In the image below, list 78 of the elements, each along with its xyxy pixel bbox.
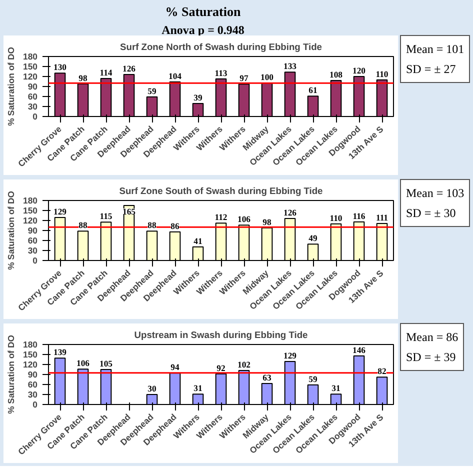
data-label: 100 bbox=[260, 72, 274, 82]
data-label: 106 bbox=[76, 358, 90, 368]
data-label: 94 bbox=[170, 362, 180, 372]
y-tick-label: 60 bbox=[28, 236, 38, 246]
data-label: 86 bbox=[170, 220, 180, 231]
y-tick-label: 180 bbox=[23, 196, 38, 206]
data-label: 31 bbox=[332, 383, 340, 394]
data-label: 129 bbox=[284, 350, 298, 360]
chart-title: Surf Zone North of Swash during Ebbing Tide bbox=[120, 42, 322, 52]
data-label: 49 bbox=[308, 233, 318, 244]
data-label: 110 bbox=[376, 68, 388, 79]
data-label: 31 bbox=[194, 383, 202, 394]
data-label: 88 bbox=[78, 220, 88, 230]
chart-title: Upstream in Swash during Ebbing Tide bbox=[134, 330, 308, 340]
data-label: 92 bbox=[216, 362, 226, 373]
data-label: 61 bbox=[308, 85, 318, 96]
data-label: 82 bbox=[378, 366, 386, 376]
data-label: 106 bbox=[238, 214, 252, 224]
text: SD = ± 27 bbox=[406, 62, 456, 76]
data-label: 110 bbox=[330, 212, 342, 223]
data-label: 126 bbox=[284, 208, 298, 218]
data-label: 165 bbox=[122, 206, 136, 216]
y-tick-label: 60 bbox=[28, 92, 38, 102]
y-axis-title: % Saturation of DO bbox=[6, 334, 16, 414]
data-label: 59 bbox=[148, 86, 157, 96]
data-label: 105 bbox=[100, 358, 114, 368]
y-tick-label: 30 bbox=[28, 390, 38, 400]
data-label: 108 bbox=[330, 70, 344, 80]
data-label: 98 bbox=[78, 72, 88, 83]
data-label: 98 bbox=[262, 216, 272, 227]
data-label: 114 bbox=[100, 68, 113, 78]
data-label: 126 bbox=[122, 64, 136, 74]
data-label: 116 bbox=[352, 210, 366, 221]
data-label: 133 bbox=[284, 61, 298, 72]
data-label: 129 bbox=[54, 206, 68, 216]
data-label: 115 bbox=[100, 211, 113, 222]
y-tick-label: 30 bbox=[28, 102, 38, 112]
data-label: 112 bbox=[214, 212, 228, 222]
data-label: 97 bbox=[240, 73, 249, 84]
data-label: 88 bbox=[148, 220, 157, 230]
data-label: 130 bbox=[54, 62, 66, 72]
y-tick-label: 90 bbox=[28, 370, 38, 380]
data-label: 59 bbox=[308, 374, 318, 384]
y-tick-label: 150 bbox=[23, 350, 38, 360]
y-axis-title: % Saturation of DO bbox=[6, 46, 16, 126]
data-label: 30 bbox=[148, 384, 156, 394]
chart-title: Surf Zone South of Swash during Ebbing Tide bbox=[119, 186, 323, 196]
y-tick-label: 30 bbox=[28, 246, 38, 256]
y-tick-label: 120 bbox=[23, 216, 38, 226]
data-label: 104 bbox=[168, 70, 182, 81]
data-label: 41 bbox=[194, 236, 202, 246]
y-tick-label: 120 bbox=[23, 72, 38, 82]
data-label: 113 bbox=[214, 68, 228, 78]
text: Mean = 101 bbox=[406, 42, 464, 56]
text: Mean = 86 bbox=[406, 330, 458, 344]
y-tick-label: 0 bbox=[32, 400, 38, 410]
y-tick-label: 0 bbox=[32, 256, 38, 266]
y-tick-label: 90 bbox=[28, 226, 38, 236]
data-label: 39 bbox=[194, 92, 203, 102]
data-label: 146 bbox=[352, 344, 366, 355]
data-label: 102 bbox=[238, 360, 250, 370]
text: Mean = 103 bbox=[406, 186, 464, 200]
data-label: 139 bbox=[54, 347, 68, 358]
y-tick-label: 180 bbox=[23, 340, 38, 350]
data-label: 63 bbox=[262, 372, 272, 382]
text: % Saturation bbox=[164, 3, 242, 21]
data-label: 120 bbox=[352, 66, 366, 76]
y-tick-label: 90 bbox=[28, 82, 38, 92]
y-tick-label: 150 bbox=[23, 206, 38, 216]
y-axis-title: % Saturation of DO bbox=[6, 190, 16, 270]
y-tick-label: 180 bbox=[23, 52, 38, 62]
y-tick-label: 120 bbox=[23, 360, 38, 370]
data-label: 111 bbox=[376, 212, 388, 222]
y-tick-label: 60 bbox=[28, 380, 38, 390]
y-tick-label: 0 bbox=[32, 112, 38, 122]
text: SD = ± 39 bbox=[406, 350, 456, 364]
y-tick-label: 150 bbox=[23, 62, 38, 72]
text: SD = ± 30 bbox=[406, 206, 456, 220]
